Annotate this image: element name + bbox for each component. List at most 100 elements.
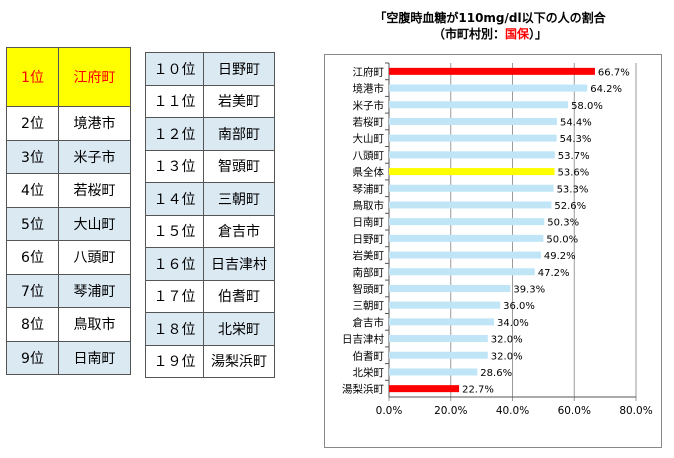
ranking-row: １１位 岩美町 (145, 84, 275, 118)
ranking-municipality: 鳥取市 (58, 307, 131, 342)
ranking-municipality: 倉吉市 (203, 214, 275, 248)
category-label: 伯耆町 (353, 349, 385, 362)
ranking-municipality: 若桜町 (58, 173, 131, 208)
category-label: 日野町 (353, 233, 385, 245)
data-label: 66.7% (598, 67, 630, 78)
category-label: 大山町 (353, 132, 385, 145)
ranking-row: 3位 米子市 (6, 139, 131, 174)
ranking-row: 2位 境港市 (6, 106, 131, 141)
chart-title-line1: 「空腹時血糖が110mg/dl以下の人の割合 (374, 11, 606, 25)
data-label: 34.0% (497, 318, 529, 329)
ranking-row: 1位 江府町 (6, 47, 131, 107)
chart-title-suffix: ）」 (529, 27, 548, 41)
category-label: 湯梨浜町 (342, 383, 384, 396)
ranking-municipality: 日吉津村 (203, 247, 275, 281)
ranking-row: １７位 伯耆町 (145, 279, 275, 313)
ranking-municipality: 琴浦町 (58, 273, 131, 308)
ranking-rank: 8位 (6, 307, 59, 342)
ranking-municipality: 境港市 (58, 106, 131, 141)
data-label: 53.7% (558, 151, 590, 162)
data-label: 50.0% (546, 234, 578, 245)
bar (389, 168, 555, 176)
bar (389, 218, 545, 226)
ranking-rank: 7位 (6, 273, 59, 308)
category-label: 日南町 (353, 216, 385, 229)
category-label: 岩美町 (353, 249, 385, 262)
data-label: 54.4% (560, 117, 592, 128)
ranking-row: １０位 日野町 (145, 52, 275, 86)
data-label: 50.3% (547, 218, 579, 229)
x-tick-label: 20.0% (434, 405, 467, 417)
ranking-municipality: 南部町 (203, 117, 275, 151)
data-label: 32.0% (491, 351, 523, 362)
data-label: 36.0% (503, 301, 535, 312)
bar (389, 134, 557, 142)
bar (389, 151, 555, 159)
ranking-row: 6位 八頭町 (6, 240, 131, 275)
bar (389, 84, 588, 92)
category-label: 北栄町 (353, 366, 385, 379)
ranking-municipality: 大山町 (58, 206, 131, 241)
bar (389, 117, 557, 125)
category-label: 三朝町 (353, 300, 385, 312)
ranking-municipality: 岩美町 (203, 84, 275, 118)
bar (389, 101, 569, 109)
data-label: 49.2% (544, 251, 576, 262)
chart-title: 「空腹時血糖が110mg/dl以下の人の割合 （市町村別：国保）」 (340, 10, 640, 42)
bar (389, 301, 501, 309)
bar (389, 385, 460, 393)
ranking-rank: １６位 (145, 247, 204, 281)
ranking-row: １６位 日吉津村 (145, 247, 275, 281)
ranking-row: １４位 三朝町 (145, 182, 275, 216)
x-tick-label: 0.0% (376, 405, 403, 417)
data-label: 22.7% (462, 385, 494, 396)
bar-chart: 江府町 66.7% 境港市 64.2% 米子市 58.0% 若桜町 54.4% 大山町 54.3%… (342, 62, 653, 417)
data-label: 58.0% (571, 101, 603, 112)
ranking-rank: １４位 (145, 182, 204, 216)
data-label: 39.3% (513, 284, 545, 295)
ranking-row: 8位 鳥取市 (6, 307, 131, 342)
ranking-row: 9位 日南町 (6, 340, 131, 375)
data-label: 54.3% (560, 134, 592, 145)
ranking-municipality: 智頭町 (203, 149, 275, 183)
ranking-row: 7位 琴浦町 (6, 273, 131, 308)
category-label: 琴浦町 (353, 182, 385, 195)
ranking-municipality: 伯耆町 (203, 279, 275, 313)
ranking-rank: 9位 (6, 340, 59, 375)
chart-frame: 江府町 66.7% 境港市 64.2% 米子市 58.0% 若桜町 54.4% 大山町 54.3%… (324, 54, 662, 448)
x-tick-label: 80.0% (619, 405, 652, 417)
ranking-municipality: 三朝町 (203, 182, 275, 216)
ranking-municipality: 湯梨浜町 (203, 344, 275, 378)
category-label: 八頭町 (353, 150, 385, 162)
ranking-row: １５位 倉吉市 (145, 214, 275, 248)
ranking-table-left: 1位 江府町 2位 境港市 3位 米子市 4位 若桜町 5位 大山町 6位 八頭町 7位 琴浦町 8位 鳥取市… (6, 47, 131, 375)
chart-title-prefix: （市町村別： (432, 27, 505, 41)
bar (389, 184, 554, 192)
ranking-rank: １０位 (145, 52, 204, 86)
ranking-rank: 5位 (6, 206, 59, 241)
ranking-rank: 6位 (6, 240, 59, 275)
bar (389, 201, 552, 209)
bar (389, 368, 478, 376)
ranking-row: 5位 大山町 (6, 206, 131, 241)
category-label: 倉吉市 (353, 316, 385, 329)
category-label: 若桜町 (353, 115, 385, 128)
chart-title-highlight: 国保 (504, 27, 529, 41)
ranking-rank: １５位 (145, 214, 204, 248)
ranking-rank: １３位 (145, 149, 204, 183)
x-tick-label: 40.0% (496, 405, 529, 417)
bar (389, 268, 535, 276)
data-label: 28.6% (480, 368, 512, 379)
category-label: 南部町 (353, 266, 385, 279)
data-label: 53.6% (557, 168, 589, 179)
bar (389, 234, 544, 242)
data-label: 32.0% (491, 335, 523, 346)
bar (389, 351, 488, 359)
ranking-rank: １７位 (145, 279, 204, 313)
data-label: 52.6% (554, 201, 586, 212)
ranking-municipality: 北栄町 (203, 312, 275, 346)
ranking-row: １２位 南部町 (145, 117, 275, 151)
bar (389, 335, 488, 343)
ranking-municipality: 日野町 (203, 52, 275, 86)
ranking-municipality: 日南町 (58, 340, 131, 375)
